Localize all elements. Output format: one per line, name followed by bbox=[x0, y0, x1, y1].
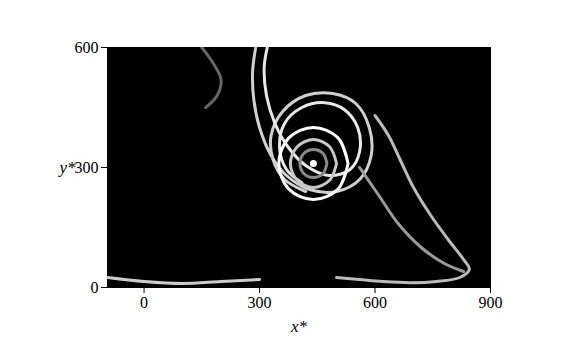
svg-text:900: 900 bbox=[479, 294, 503, 311]
svg-text:y*: y* bbox=[58, 158, 77, 177]
svg-text:300: 300 bbox=[248, 294, 272, 311]
svg-text:x*: x* bbox=[290, 317, 308, 336]
svg-text:600: 600 bbox=[75, 39, 99, 56]
svg-text:0: 0 bbox=[91, 279, 99, 296]
svg-text:600: 600 bbox=[363, 294, 387, 311]
svg-text:0: 0 bbox=[140, 294, 148, 311]
svg-text:300: 300 bbox=[75, 159, 99, 176]
